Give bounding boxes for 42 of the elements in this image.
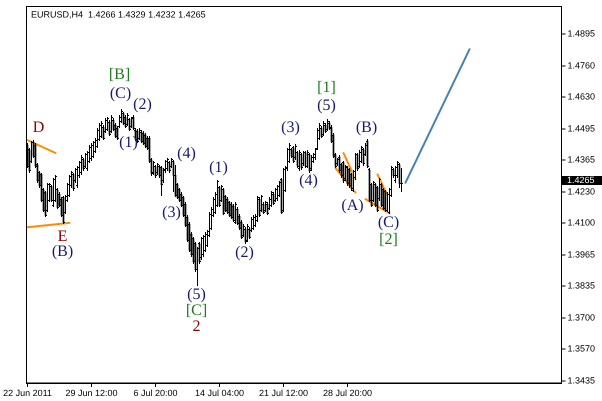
annotation: (A) [341,197,364,214]
y-tick-label: 1.4230 [568,186,596,196]
annotation: (5) [317,97,336,114]
annotation: (B) [356,119,378,136]
x-tick-label: 28 Jul 20:00 [322,388,372,398]
annotation: (C) [110,85,132,102]
y-tick-label: 1.4495 [568,123,596,134]
annotation: (B) [52,243,74,260]
y-tick-label: 1.3435 [568,376,596,386]
annotation: (1) [119,134,138,152]
y-tick-label: 1.4895 [568,28,596,38]
annotation: (2) [133,96,152,114]
annotation: [C] [186,302,208,320]
annotation: D [32,119,44,136]
x-tick-label: 6 Jul 20:00 [133,388,178,398]
x-tick-label: 14 Jul 04:00 [194,388,244,398]
annotation: [B] [108,66,130,84]
text: 1.4265 [567,174,595,185]
annotation: [1] [317,79,336,96]
annotation: [2] [379,231,398,248]
x-tick-label: 21 Jul 12:00 [258,388,308,398]
annotation: (C) [378,214,400,232]
annotation: (4) [299,172,318,190]
y-tick-label: 1.3570 [568,343,596,354]
y-tick-label: 1.3700 [568,312,596,323]
y-tick-label: 1.4760 [568,60,596,70]
annotation: (4) [177,145,196,162]
annotation: 2 [192,318,200,336]
x-tick-label: 22 Jun 2011 [3,388,52,398]
annotation: (2) [235,244,254,262]
annotation: (1) [209,159,228,176]
y-tick-label: 1.4365 [568,154,596,164]
y-tick-label: 1.4630 [568,91,596,102]
chart-title: EURUSD,H4 1.4266 1.4329 1.4232 1.4265 [31,9,206,20]
x-tick-label: 29 Jun 12:00 [65,388,118,398]
y-tick-label: 1.3965 [568,250,596,260]
annotation: (3) [281,119,300,136]
y-tick-label: 1.4100 [568,217,596,228]
annotation: (5) [187,286,206,304]
y-tick-label: 1.3835 [568,280,596,290]
annotation: E [58,228,68,246]
annotation: (3) [162,204,181,222]
